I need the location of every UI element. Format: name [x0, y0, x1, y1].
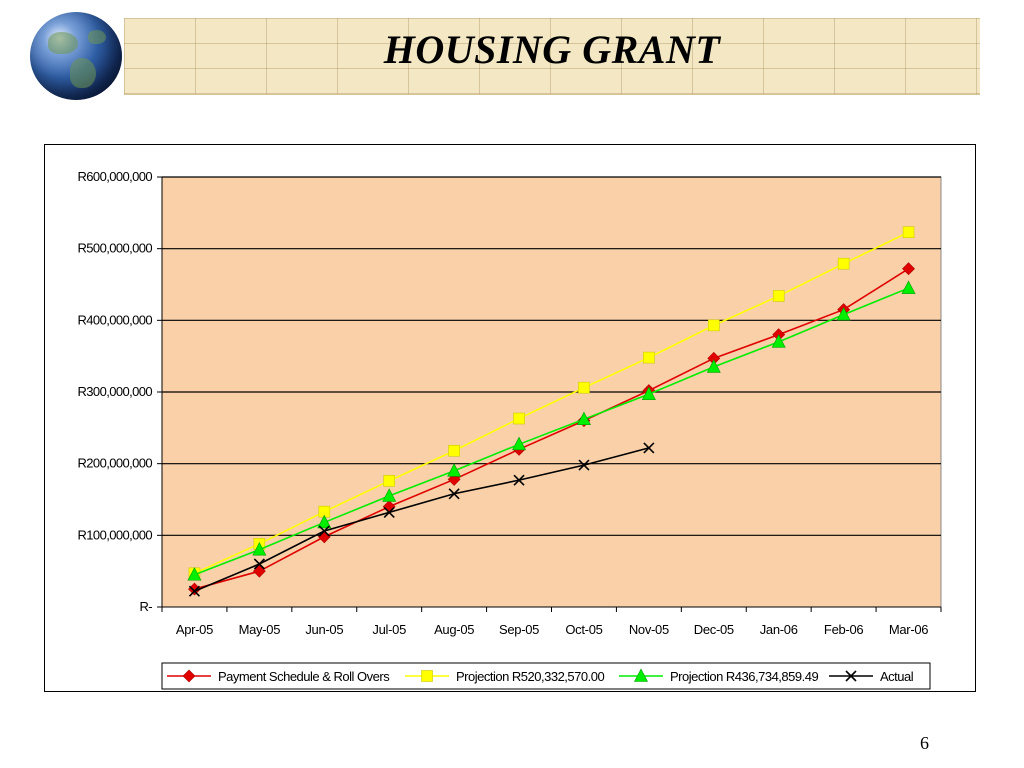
page-number: 6 [920, 733, 929, 753]
data-point [578, 459, 590, 471]
x-marker-stroke [383, 506, 395, 518]
y-tick-label: R600,000,000 [78, 169, 153, 184]
legend-marker [845, 670, 857, 682]
data-point [318, 525, 330, 537]
y-tick-label: R300,000,000 [78, 384, 153, 399]
line-chart: R- R100,000,000 R200,000,000 R300,000,000 R4… [78, 169, 942, 690]
data-point [837, 257, 850, 270]
data-point [252, 542, 267, 556]
title-banner: HOUSING GRANT [0, 0, 1024, 100]
x-tick-label: Oct-05 [565, 622, 602, 637]
data-point [252, 564, 266, 578]
data-point [707, 319, 720, 332]
legend-box [161, 662, 931, 690]
y-tick-label: R100,000,000 [78, 527, 153, 542]
data-point [448, 444, 460, 457]
x-tick-label: Mar-06 [889, 622, 928, 637]
x-tick-label: Dec-05 [694, 622, 734, 637]
legend-label: Projection R520,332,570.00 [456, 669, 604, 684]
data-point [448, 488, 460, 500]
x-marker-stroke [318, 525, 330, 537]
x-marker-stroke [513, 474, 525, 486]
legend: Payment Schedule & Roll Overs Projection … [161, 662, 931, 690]
world-map-strip [124, 18, 980, 95]
legend-label: Projection R436,734,859.49 [670, 669, 818, 684]
data-point [576, 411, 591, 426]
y-tick-label: R400,000,000 [78, 312, 153, 327]
data-point [188, 585, 201, 597]
x-tick-label: Nov-05 [629, 622, 669, 637]
x-marker-stroke [253, 558, 265, 570]
series-4 [188, 442, 655, 597]
data-point [902, 262, 915, 276]
y-tick-label: R200,000,000 [78, 456, 153, 471]
data-point [641, 386, 656, 400]
legend-label: Actual [880, 669, 914, 684]
y-tick-label: R- [139, 599, 152, 614]
y-tick-label: R500,000,000 [78, 241, 153, 256]
x-tick-label: Feb-06 [824, 622, 863, 637]
series-3 [187, 280, 916, 581]
series-line [194, 287, 909, 576]
x-tick-label: Jun-05 [305, 622, 343, 637]
x-tick-label: Jul-05 [372, 622, 406, 637]
data-point [317, 514, 332, 529]
page-title: HOUSING GRANT [383, 27, 721, 72]
data-point [383, 475, 396, 487]
data-point [643, 351, 655, 364]
data-point [836, 306, 851, 321]
series-line [194, 268, 909, 590]
chart-container: R- R100,000,000 R200,000,000 R300,000,000 R4… [44, 144, 976, 692]
data-point [902, 226, 915, 238]
x-marker-stroke [643, 442, 655, 454]
x-tick-label: Apr-05 [176, 622, 213, 637]
x-tick-label: Sep-05 [499, 622, 539, 637]
x-marker-stroke [188, 585, 201, 597]
x-marker-stroke [448, 488, 460, 500]
series-line [194, 447, 650, 592]
data-point [706, 359, 721, 373]
data-point [447, 463, 462, 477]
data-point [901, 280, 916, 294]
x-tick-label: May-05 [239, 622, 281, 637]
globe-icon [30, 12, 122, 100]
legend-marker [421, 670, 433, 682]
data-point [187, 567, 202, 581]
data-point [578, 381, 590, 394]
data-point [513, 474, 525, 486]
data-point [253, 558, 265, 570]
legend-label: Payment Schedule & Roll Overs [218, 669, 390, 684]
data-point [772, 290, 785, 302]
legend-marker [182, 669, 196, 683]
data-point [512, 436, 527, 451]
x-tick-label: Aug-05 [434, 622, 474, 637]
x-tick-label: Jan-06 [760, 622, 798, 637]
data-point [382, 488, 397, 502]
x-marker-stroke [578, 459, 590, 471]
data-point [513, 412, 525, 425]
series-line [194, 231, 909, 575]
data-point [771, 334, 786, 348]
data-point [383, 506, 395, 518]
legend-marker [634, 668, 648, 682]
data-point [643, 442, 655, 454]
x-marker-stroke [845, 670, 857, 682]
